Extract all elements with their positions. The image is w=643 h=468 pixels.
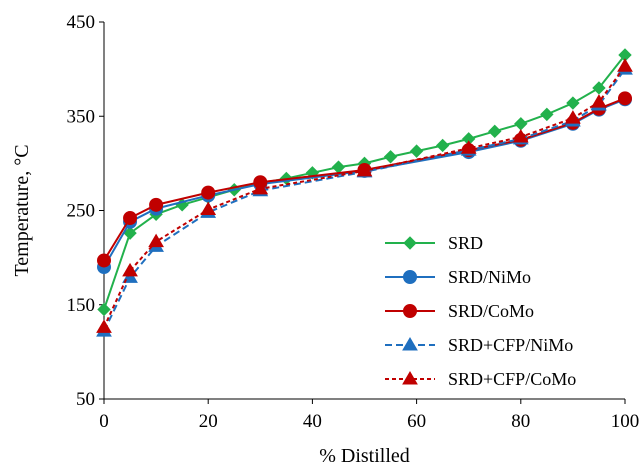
legend-label: SRD/NiMo [448, 267, 531, 287]
legend-item-1: SRD [385, 233, 483, 253]
data-point [383, 150, 398, 164]
legend-label: SRD+CFP/NiMo [448, 335, 573, 355]
legend-marker [402, 371, 418, 385]
legend-marker [402, 337, 418, 351]
data-point [148, 233, 164, 248]
x-axis-title: % Distilled [319, 445, 410, 467]
data-point [123, 226, 137, 240]
series-2 [97, 92, 632, 275]
legend-marker [403, 304, 417, 318]
data-point [540, 107, 554, 122]
series-line [103, 98, 626, 268]
data-point [435, 138, 450, 153]
x-tick-label: 60 [407, 411, 426, 432]
legend-item-5: SRD+CFP/CoMo [385, 369, 576, 389]
series-layer [96, 48, 633, 337]
data-point [200, 201, 217, 216]
x-tick-label: 20 [199, 411, 218, 432]
axes: 50 150 250 350 450 0 20 40 60 80 100 [67, 12, 640, 432]
data-point [96, 319, 112, 333]
x-tick-label: 80 [511, 411, 530, 432]
x-tick-label: 40 [303, 411, 322, 432]
legend-label: SRD/CoMo [448, 301, 534, 321]
data-point [122, 262, 138, 277]
data-point [149, 197, 164, 212]
data-point [592, 81, 606, 95]
legend: SRD SRD/NiMo SRD/CoMo SRD+CFP/NiMo SRD+CFP/C… [385, 233, 576, 389]
data-point [252, 180, 269, 195]
data-point [123, 211, 138, 226]
data-point [618, 91, 632, 106]
data-point [460, 140, 477, 154]
data-point [97, 302, 111, 317]
series-1 [97, 48, 632, 317]
series-line [103, 54, 626, 310]
y-tick-label: 50 [76, 389, 95, 410]
data-point [488, 124, 502, 139]
data-point [617, 58, 633, 72]
y-tick-label: 450 [67, 12, 96, 33]
legend-marker [403, 236, 417, 250]
data-point [356, 162, 373, 177]
legend-label: SRD+CFP/CoMo [448, 369, 576, 389]
data-point [201, 185, 216, 200]
data-point [331, 160, 346, 174]
data-point [409, 144, 424, 158]
x-tick-label: 100 [611, 411, 640, 432]
legend-item-2: SRD/NiMo [385, 267, 531, 287]
data-point [565, 110, 581, 124]
y-tick-label: 250 [67, 201, 96, 222]
series-line [103, 97, 626, 261]
legend-item-3: SRD/CoMo [385, 301, 534, 321]
legend-marker [403, 270, 417, 284]
data-point [512, 128, 529, 143]
data-point [566, 96, 580, 110]
legend-item-4: SRD+CFP/NiMo [385, 335, 573, 355]
series-line [103, 65, 626, 328]
series-5 [96, 58, 633, 333]
data-point [97, 253, 111, 268]
y-tick-label: 150 [67, 295, 96, 316]
y-tick-label: 350 [67, 106, 96, 127]
x-tick-label: 0 [99, 411, 109, 432]
y-axis-title: Temperature, °C [11, 144, 33, 276]
legend-label: SRD [448, 233, 483, 253]
data-point [591, 94, 607, 108]
series-3 [97, 91, 632, 268]
data-point [514, 117, 528, 131]
